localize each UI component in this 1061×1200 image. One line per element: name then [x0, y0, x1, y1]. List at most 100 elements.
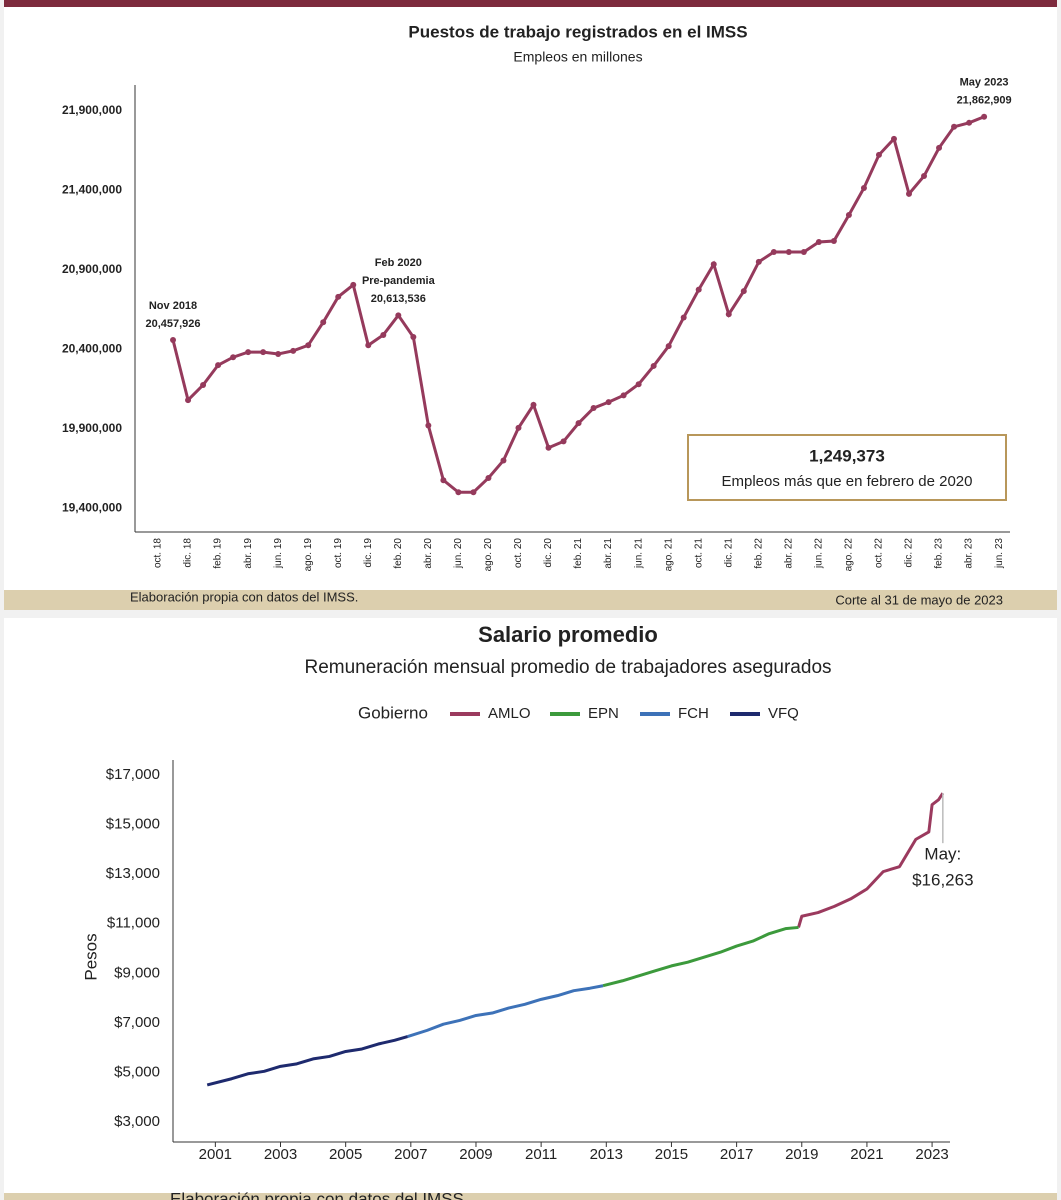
x-tick-label: 2001 [199, 1146, 232, 1163]
source: Elaboración propia con datos del IMSS. [170, 1189, 469, 1200]
data-label: $16,263 [912, 871, 973, 890]
source: Elaboración propia con datos del IMSS. [130, 589, 358, 604]
y-tick-label: $17,000 [106, 766, 160, 783]
y-axis-label: Pesos [81, 933, 100, 980]
point [936, 144, 943, 151]
y-tick-label: 20,400,000 [62, 341, 122, 355]
series-line [407, 984, 604, 1039]
footer-band [4, 1193, 1057, 1200]
y-tick-label: 19,900,000 [62, 421, 122, 435]
point [485, 474, 492, 481]
x-tick-label: jun. 20 [453, 538, 464, 569]
point [410, 334, 417, 341]
x-tick-label: oct. 22 [874, 538, 885, 568]
point [695, 286, 702, 293]
x-tick-label: ago. 22 [844, 538, 855, 572]
point [515, 424, 522, 431]
point [425, 422, 432, 429]
data-label: 21,862,909 [957, 95, 1012, 107]
panel-top [4, 0, 1057, 610]
x-tick-label: feb. 22 [753, 538, 764, 569]
x-tick-label: 2005 [329, 1146, 362, 1163]
point [620, 392, 627, 399]
point [500, 457, 507, 464]
point [725, 311, 732, 318]
legend-label: VFQ [768, 705, 799, 722]
point [395, 312, 402, 319]
x-tick-label: dic. 22 [904, 538, 915, 568]
point [440, 477, 447, 484]
x-tick-label: 2019 [785, 1146, 818, 1163]
point [755, 258, 762, 265]
x-tick-label: jun. 22 [814, 538, 825, 569]
point [335, 293, 342, 300]
x-tick-label: abr. 23 [964, 538, 975, 569]
point [350, 281, 357, 288]
legend-label: AMLO [488, 705, 531, 722]
point [380, 331, 387, 338]
y-tick-label: $3,000 [114, 1113, 160, 1130]
x-tick-label: abr. 21 [603, 538, 614, 569]
point [530, 401, 537, 408]
x-tick-label: jun. 19 [273, 538, 284, 569]
point [815, 238, 822, 245]
x-tick-label: dic. 19 [363, 538, 374, 568]
point [575, 420, 582, 427]
point [185, 397, 192, 404]
x-tick-label: 2021 [850, 1146, 883, 1163]
point [921, 173, 928, 180]
point [951, 123, 958, 130]
point [770, 249, 777, 256]
point [981, 113, 988, 120]
callout-box [687, 434, 1007, 501]
x-tick-label: oct. 18 [153, 538, 164, 568]
x-tick-label: feb. 20 [393, 538, 404, 569]
point [860, 184, 867, 191]
x-tick-label: jun. 21 [633, 538, 644, 569]
y-tick-label: $7,000 [114, 1014, 160, 1031]
series-line [797, 792, 945, 928]
y-tick-label: 21,900,000 [62, 103, 122, 117]
point [260, 349, 267, 356]
point [200, 382, 207, 389]
x-tick-label: 2003 [264, 1146, 297, 1163]
chart-subtitle: Empleos en millones [513, 49, 642, 65]
x-tick-label: oct. 20 [513, 538, 524, 568]
point [470, 489, 477, 496]
x-tick-label: ago. 20 [483, 538, 494, 572]
annotation: May 2023 [960, 77, 1009, 89]
annotation: Nov 2018 [149, 300, 197, 312]
x-tick-label: dic. 20 [543, 538, 554, 568]
x-tick-label: abr. 22 [783, 538, 794, 569]
x-tick-label: dic. 18 [183, 538, 194, 568]
legend-label: FCH [678, 705, 709, 722]
data-label: 20,457,926 [145, 318, 200, 330]
point [800, 249, 807, 256]
x-tick-label: 2015 [655, 1146, 688, 1163]
x-tick-label: 2009 [459, 1146, 492, 1163]
point [890, 135, 897, 142]
annotation: Feb 2020 [375, 257, 422, 269]
y-tick-label: $15,000 [106, 815, 160, 832]
point [590, 405, 597, 412]
y-tick-label: 20,900,000 [62, 262, 122, 276]
point [230, 354, 237, 361]
top-stripe [4, 0, 1057, 7]
annotation: Pre-pandemia [362, 275, 436, 287]
point [305, 342, 312, 349]
y-tick-label: $11,000 [107, 915, 160, 932]
point [605, 399, 612, 406]
x-tick-label: feb. 19 [213, 538, 224, 569]
x-tick-label: ago. 19 [303, 538, 314, 572]
callout-text: Empleos más que en febrero de 2020 [722, 473, 973, 490]
point [320, 319, 327, 326]
x-tick-label: 2013 [590, 1146, 623, 1163]
point [680, 314, 687, 321]
point [966, 119, 973, 126]
panel-bottom [4, 618, 1057, 1200]
footer-band [4, 590, 1057, 610]
x-tick-label: 2023 [915, 1146, 948, 1163]
x-tick-label: dic. 21 [723, 538, 734, 568]
